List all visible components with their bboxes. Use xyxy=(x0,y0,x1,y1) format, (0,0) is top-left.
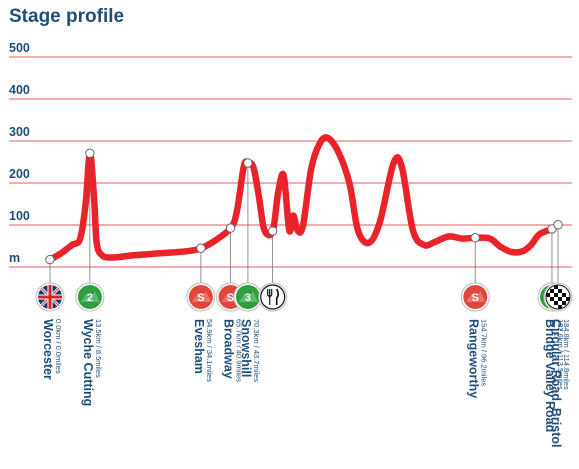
feed-icon xyxy=(258,282,288,312)
location-stems xyxy=(49,153,559,283)
location-label-group: Evesham 54.9km / 34.1miles xyxy=(192,319,214,382)
location-name: Bridge Valley Road xyxy=(543,319,557,432)
y-tick-label: 300 xyxy=(9,125,30,139)
finish-check xyxy=(558,289,562,293)
finish-check xyxy=(550,289,554,293)
finish-check xyxy=(558,305,562,309)
location-distance: 65.7km / 40.9miles xyxy=(235,319,244,382)
location-name: Circular Road, Bristol xyxy=(549,319,563,448)
finish-check xyxy=(562,293,566,297)
location-marker xyxy=(267,226,278,236)
badge-label: 3 xyxy=(245,292,251,304)
mountain-shape xyxy=(238,291,258,302)
y-tick-label: 500 xyxy=(9,41,30,55)
location-marker xyxy=(85,148,95,159)
location-name: Evesham xyxy=(192,319,206,374)
climb-field xyxy=(77,285,102,309)
location-distance: 182.6km / 113.5miles xyxy=(556,319,565,390)
y-tick-label: 200 xyxy=(9,167,30,181)
flag-cross-red xyxy=(48,285,52,309)
finish-check xyxy=(558,297,562,301)
location-markers xyxy=(45,148,563,265)
location-name: Wyche Cutting xyxy=(81,319,95,406)
location-marker xyxy=(243,158,253,168)
sprint-field xyxy=(188,285,213,309)
location-label-group: Circular Road, Bristol 184.8km / 114.8mil… xyxy=(549,319,571,448)
climb-field xyxy=(235,285,260,309)
sprint-icon: S xyxy=(460,282,490,312)
location-label-group: Worcester 0.0km / 0.0miles xyxy=(41,319,63,380)
location-distance: 154.7km / 96.2miles xyxy=(479,319,488,386)
location-name: Snowshill xyxy=(239,319,253,377)
location-distance: 13.5km / 8.5miles xyxy=(94,319,103,378)
location-distance: 70.3km / 43.7miles xyxy=(252,319,261,382)
location-label-group: Snowshill 70.3km / 43.7miles xyxy=(239,319,261,382)
finish-check xyxy=(554,285,558,289)
knife-shape xyxy=(275,288,279,305)
mountain-shape xyxy=(80,291,100,302)
profile-line-layer xyxy=(46,134,562,263)
location-marker xyxy=(225,223,236,233)
climb-icon: 2 xyxy=(75,282,105,312)
finish-icon xyxy=(543,282,573,312)
location-distance: 54.9km / 34.1miles xyxy=(205,319,214,382)
finish-check xyxy=(554,293,558,297)
y-tick-label: 100 xyxy=(9,209,30,223)
location-marker xyxy=(196,243,206,253)
mountain-shape xyxy=(191,291,211,302)
profile-line xyxy=(46,134,562,263)
location-name: Worcester xyxy=(41,319,55,380)
badge-label: S xyxy=(227,292,234,304)
finish-check xyxy=(550,297,554,301)
finish-check xyxy=(562,301,566,305)
finish-check xyxy=(546,293,550,297)
location-marker xyxy=(553,220,563,230)
location-distance: 184.8km / 114.8miles xyxy=(562,319,571,390)
y-tick-label: 400 xyxy=(9,83,30,97)
sprint-field xyxy=(463,285,488,309)
badge-label: S xyxy=(472,292,479,304)
y-tick-label: m xyxy=(9,251,20,265)
location-marker xyxy=(470,233,480,243)
badge-label: S xyxy=(197,292,204,304)
location-badges: 2SS3S2 xyxy=(35,282,573,312)
feed-field xyxy=(260,284,286,310)
location-label-group: Bridge Valley Road 182.6km / 113.5miles xyxy=(543,319,565,432)
climb-icon: 3 xyxy=(233,282,263,312)
location-label-group: Wyche Cutting 13.5km / 8.5miles xyxy=(81,319,103,406)
location-name: Rangeworthy xyxy=(466,319,480,398)
fork-shape xyxy=(267,289,273,305)
location-label-group: Rangeworthy 154.7km / 96.2miles xyxy=(466,319,488,398)
location-marker xyxy=(45,254,55,265)
location-name: Broadway xyxy=(222,319,236,379)
finish-check xyxy=(566,297,570,301)
location-label-group: Broadway 65.7km / 40.9miles xyxy=(222,319,244,382)
page-title: Stage profile xyxy=(9,6,124,27)
location-distance: 0.0km / 0.0miles xyxy=(54,319,63,374)
finish-check xyxy=(554,301,558,305)
mountain-shape xyxy=(466,291,486,302)
flag-icon xyxy=(35,282,65,312)
badge-label: 2 xyxy=(87,292,93,304)
location-labels: Worcester 0.0km / 0.0miles Wyche Cutting 13… xyxy=(41,319,571,448)
sprint-icon: S xyxy=(186,282,216,312)
